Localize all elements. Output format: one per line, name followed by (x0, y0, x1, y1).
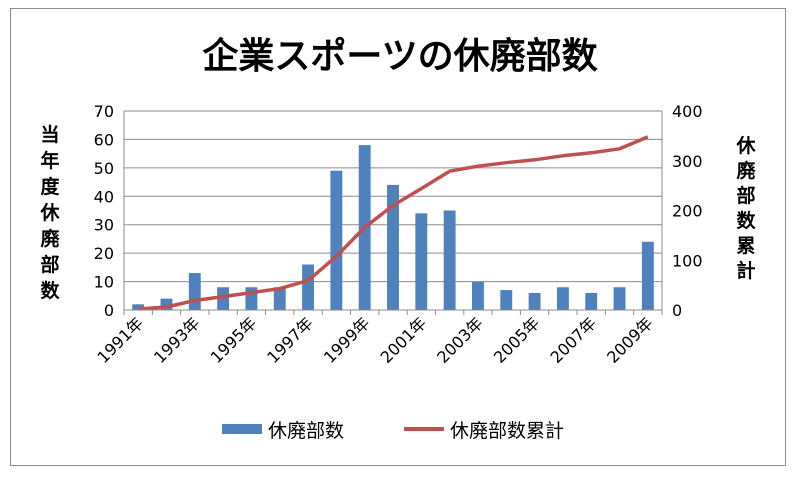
bar (500, 290, 513, 310)
y-axis-left-title-char: 年 (40, 149, 59, 172)
y-tick-label: 20 (94, 244, 114, 263)
y-axis-right-title-char: 計 (736, 259, 755, 282)
x-tick-label: 2007年 (546, 313, 600, 367)
y2-tick-label: 200 (672, 202, 703, 221)
bar (641, 241, 654, 310)
y-axis-right-title-char: 累 (736, 235, 755, 257)
y-axis-left-title-char: 度 (40, 175, 60, 198)
bar (556, 287, 569, 310)
bar (443, 210, 456, 310)
bar (132, 304, 145, 310)
y-axis-left-title-char: 部 (40, 253, 59, 276)
line-path (138, 135, 649, 311)
bar (585, 292, 598, 310)
line-series (138, 135, 649, 311)
bar (217, 287, 230, 310)
y2-tick-label: 400 (672, 102, 703, 121)
y-axis-right-title-char: 廃 (736, 159, 756, 182)
y-axis-right-title-char: 休 (735, 135, 756, 157)
y2-tick-label: 300 (672, 152, 703, 171)
bar (188, 273, 201, 310)
y-tick-label: 0 (104, 301, 114, 320)
y2-tick-label: 0 (672, 301, 682, 320)
x-tick-label: 1999年 (320, 313, 374, 367)
x-tick-label: 1993年 (150, 313, 204, 367)
x-axis-ticks: 1991年 1993年 1995年 1997年 1999年 2001年 2003年 2005年… (93, 313, 656, 367)
y-axis-right-ticks: 0 100 200 300 400 (672, 102, 703, 320)
y-axis-left-ticks: 0 10 20 30 40 50 60 70 (94, 102, 114, 320)
x-tick-label: 2001年 (377, 313, 431, 367)
y-axis-left-title-char: 廃 (40, 227, 60, 250)
x-tick-label: 1991年 (93, 313, 147, 367)
axes (123, 111, 663, 315)
x-tick-label: 2005年 (490, 313, 544, 367)
y-tick-label: 30 (94, 216, 114, 235)
bar (415, 213, 428, 310)
bar (387, 184, 399, 310)
bar (302, 264, 314, 310)
bar (613, 287, 626, 310)
bar (245, 287, 258, 310)
y2-tick-label: 100 (672, 251, 703, 270)
x-tick-label: 2009年 (603, 313, 657, 367)
y-axis-right-title-char: 数 (736, 209, 756, 232)
bar-series (132, 145, 654, 310)
y-axis-right-title: 休廃部数累計 (735, 135, 756, 282)
legend-swatch-bars (222, 424, 262, 434)
y-axis-left-title-char: 数 (40, 279, 60, 302)
bar (472, 281, 484, 310)
y-tick-label: 50 (94, 159, 114, 178)
bar (528, 292, 541, 310)
legend-label-line: 休廃部数累計 (450, 420, 564, 442)
legend-label-bars: 休廃部数 (268, 420, 344, 442)
x-tick-label: 1997年 (263, 313, 317, 367)
x-tick-label: 2003年 (433, 313, 487, 367)
bar (273, 287, 286, 310)
bar (160, 298, 173, 310)
y-tick-label: 40 (94, 187, 114, 206)
x-tick-label: 1995年 (207, 313, 261, 367)
legend: 休廃部数 休廃部数累計 (222, 420, 564, 442)
y-axis-right-title-char: 部 (736, 184, 755, 207)
bar (330, 170, 343, 310)
y-axis-left-title-char: 休 (39, 202, 60, 224)
y-axis-left-title-char: 当 (40, 123, 59, 146)
y-tick-label: 70 (94, 102, 114, 121)
y-tick-label: 10 (94, 273, 114, 292)
y-tick-label: 60 (94, 130, 114, 149)
chart-title: 企業スポーツの休廃部数 (202, 35, 597, 77)
